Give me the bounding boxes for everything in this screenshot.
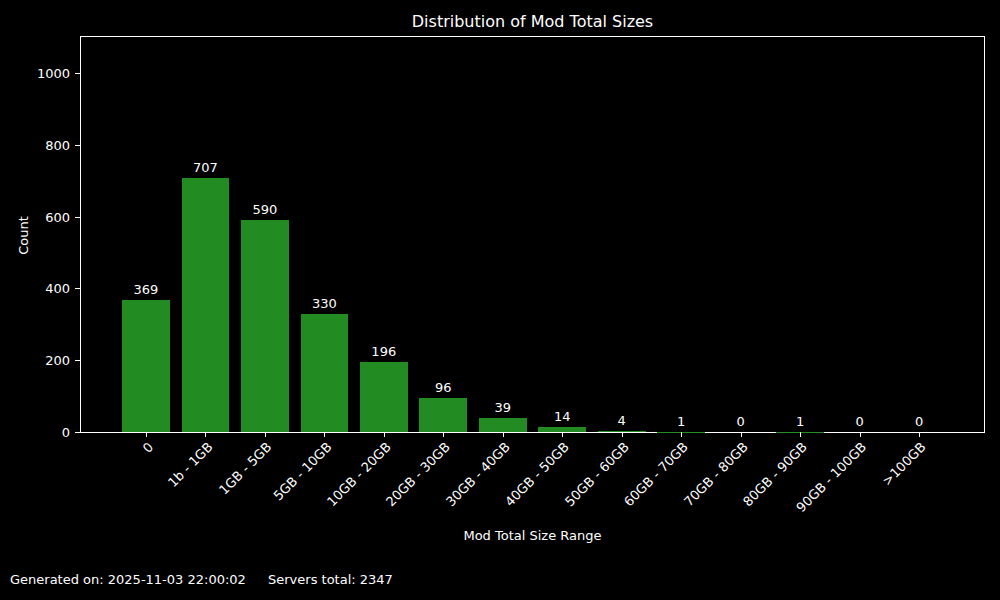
y-tick-label: 200	[45, 354, 70, 367]
y-tick-label: 0	[62, 426, 70, 439]
x-tick-label: 1b - 1GB	[165, 440, 214, 489]
x-tick-mark	[265, 432, 266, 437]
x-tick-label: 5GB - 10GB	[271, 440, 334, 503]
x-tick-label: >100GB	[880, 440, 928, 488]
x-tick-mark	[562, 432, 563, 437]
x-tick-mark	[443, 432, 444, 437]
y-tick-label: 800	[45, 138, 70, 151]
chart-figure: Distribution of Mod Total Sizes 36970759…	[0, 0, 1000, 600]
x-tick-mark	[324, 432, 325, 437]
servers-total: Servers total: 2347	[268, 572, 393, 587]
x-tick-mark	[860, 432, 861, 437]
x-tick-label: 1GB - 5GB	[217, 440, 274, 497]
x-tick-mark	[622, 432, 623, 437]
chart-title: Distribution of Mod Total Sizes	[80, 12, 985, 31]
x-tick-mark	[205, 432, 206, 437]
plot-area: 369707590330196963914410100 020040060080…	[80, 36, 985, 433]
y-tick-label: 1000	[37, 66, 70, 79]
x-tick-mark	[800, 432, 801, 437]
x-tick-mark	[503, 432, 504, 437]
x-axis-ticks: 01b - 1GB1GB - 5GB5GB - 10GB10GB - 20GB2…	[81, 37, 984, 432]
x-tick-label: 0	[140, 440, 155, 455]
x-tick-mark	[919, 432, 920, 437]
y-tick-label: 600	[45, 210, 70, 223]
footer: Generated on: 2025-11-03 22:00:02 Server…	[10, 572, 393, 587]
y-tick-label: 400	[45, 282, 70, 295]
x-tick-mark	[384, 432, 385, 437]
x-tick-mark	[681, 432, 682, 437]
x-axis-label: Mod Total Size Range	[80, 528, 985, 543]
x-tick-mark	[146, 432, 147, 437]
generated-timestamp: Generated on: 2025-11-03 22:00:02	[10, 572, 246, 587]
x-tick-mark	[741, 432, 742, 437]
y-tick-mark	[75, 432, 81, 433]
y-axis-label: Count	[16, 215, 31, 257]
